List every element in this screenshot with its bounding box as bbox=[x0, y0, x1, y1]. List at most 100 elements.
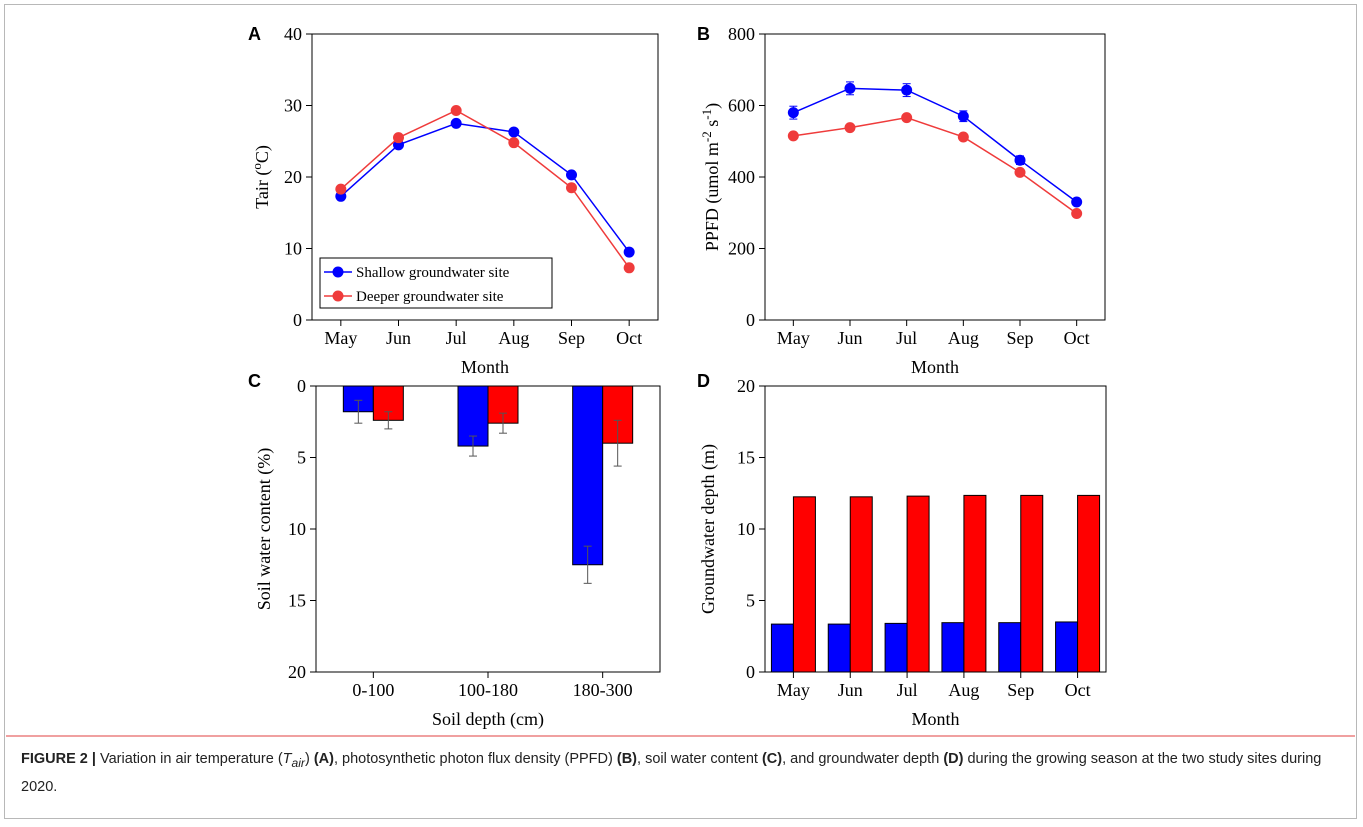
legend-label: Deeper groundwater site bbox=[356, 289, 504, 305]
y-tick-label: 15 bbox=[737, 448, 755, 468]
bar bbox=[792, 496, 816, 673]
x-tick-label: May bbox=[777, 680, 810, 700]
data-point bbox=[335, 183, 347, 195]
y-tick-label: 0 bbox=[293, 310, 302, 330]
y-tick-label: 5 bbox=[746, 591, 755, 611]
panel-letter: B bbox=[697, 24, 710, 44]
panel-letter: D bbox=[697, 371, 710, 391]
panel-letter: A bbox=[248, 24, 261, 44]
y-tick-label: 15 bbox=[288, 591, 306, 611]
data-point bbox=[508, 137, 520, 149]
bar bbox=[1055, 621, 1079, 673]
plot-frame bbox=[764, 33, 1106, 321]
y-tick-label: 10 bbox=[284, 239, 302, 259]
series-line bbox=[793, 87, 1078, 203]
x-axis-label: Month bbox=[461, 357, 509, 377]
x-tick-label: Jul bbox=[446, 328, 467, 348]
bar bbox=[884, 622, 908, 673]
series-deeper bbox=[372, 385, 634, 467]
figure-frame bbox=[4, 4, 1357, 819]
caption-text-3: , photosynthetic photon flux density (PP… bbox=[333, 751, 617, 767]
caption-tair-symbol: T bbox=[282, 751, 292, 767]
x-tick-label: Oct bbox=[616, 328, 642, 348]
figure-caption: FIGURE 2 | Variation in air temperature … bbox=[21, 747, 1341, 799]
caption-text-6: during the growing season at the two stu… bbox=[21, 751, 1322, 795]
x-tick-label: Jul bbox=[896, 328, 917, 348]
x-tick-label: Sep bbox=[558, 328, 585, 348]
x-tick-label: Aug bbox=[948, 680, 979, 700]
series-line bbox=[340, 122, 630, 253]
data-point bbox=[901, 84, 913, 96]
x-tick-label: May bbox=[324, 328, 357, 348]
y-tick-label: 20 bbox=[288, 662, 306, 682]
x-tick-label: Aug bbox=[948, 328, 979, 348]
panel-letter: C bbox=[248, 371, 261, 391]
data-point bbox=[566, 169, 577, 181]
y-tick-label: 10 bbox=[288, 519, 306, 539]
figure-charts: A 0 10 20 30 40 May Jun Jul Aug Sep Oct Month Tair (o… bbox=[6, 24, 1355, 737]
x-tick-label: 100-180 bbox=[458, 680, 518, 700]
y-tick-label: 0 bbox=[297, 376, 306, 396]
legend-label: Shallow groundwater site bbox=[356, 265, 510, 281]
x-tick-label: Sep bbox=[1007, 680, 1034, 700]
x-tick-label: Jun bbox=[838, 680, 863, 700]
caption-text-4: , soil water content bbox=[637, 751, 762, 767]
data-point bbox=[957, 110, 969, 122]
data-point bbox=[844, 122, 856, 134]
y-tick-label: 0 bbox=[746, 662, 755, 682]
x-tick-label: Jul bbox=[897, 680, 918, 700]
y-tick-label: 10 bbox=[737, 519, 755, 539]
panel-c: C 0 5 10 15 20 0-100 100-180 180-300 Soil depth (… bbox=[248, 371, 661, 730]
data-point bbox=[1014, 166, 1026, 178]
panel-b: B 0 200 400 600 800 May Jun Jul Aug Sep Oct Month PPF… bbox=[697, 24, 1106, 377]
x-tick-label: May bbox=[777, 328, 810, 348]
data-point bbox=[1014, 154, 1026, 166]
bar bbox=[941, 622, 965, 673]
x-axis-label: Month bbox=[911, 709, 959, 729]
bar bbox=[849, 496, 873, 673]
legend-box bbox=[319, 257, 553, 309]
bar bbox=[827, 623, 851, 673]
bar bbox=[963, 494, 987, 673]
data-point bbox=[901, 112, 913, 124]
x-tick-label: Jun bbox=[386, 328, 411, 348]
bar bbox=[998, 622, 1022, 673]
data-point bbox=[787, 107, 799, 119]
series-shallow bbox=[770, 621, 1079, 673]
data-point bbox=[844, 82, 856, 94]
y-tick-label: 600 bbox=[728, 96, 755, 116]
caption-text-2: ) bbox=[304, 751, 314, 767]
bar bbox=[906, 495, 930, 673]
series-deeper bbox=[792, 494, 1101, 673]
bar bbox=[1020, 494, 1044, 673]
bar bbox=[572, 385, 604, 566]
x-axis-label: Month bbox=[911, 357, 959, 377]
x-axis-label: Soil depth (cm) bbox=[432, 709, 544, 730]
y-axis-label: Tair (oC) bbox=[249, 145, 274, 209]
y-tick-label: 200 bbox=[728, 239, 755, 259]
data-point bbox=[566, 182, 577, 194]
series-line bbox=[793, 116, 1078, 215]
caption-text-1: Variation in air temperature ( bbox=[95, 751, 283, 767]
data-point bbox=[957, 131, 969, 143]
plot-frame bbox=[764, 385, 1107, 673]
data-point bbox=[623, 246, 635, 258]
bar bbox=[770, 623, 794, 673]
data-point bbox=[508, 126, 520, 138]
x-tick-label: Aug bbox=[498, 328, 529, 348]
data-point bbox=[1071, 207, 1083, 219]
caption-ref-c: (C) bbox=[761, 751, 783, 767]
legend: Shallow groundwater site Deeper groundwat… bbox=[319, 257, 553, 309]
x-tick-label: Jun bbox=[837, 328, 862, 348]
y-tick-label: 800 bbox=[728, 24, 755, 44]
legend-marker bbox=[332, 266, 344, 278]
y-axis-label: Soil water content (%) bbox=[254, 448, 275, 610]
y-axis-label: Groundwater depth (m) bbox=[698, 444, 719, 614]
data-point bbox=[450, 117, 462, 129]
x-tick-label: Oct bbox=[1064, 328, 1090, 348]
data-point bbox=[450, 105, 462, 117]
data-point bbox=[623, 262, 635, 274]
caption-ref-d: (D) bbox=[943, 751, 964, 767]
series-shallow bbox=[335, 117, 635, 258]
x-tick-label: Sep bbox=[1007, 328, 1034, 348]
